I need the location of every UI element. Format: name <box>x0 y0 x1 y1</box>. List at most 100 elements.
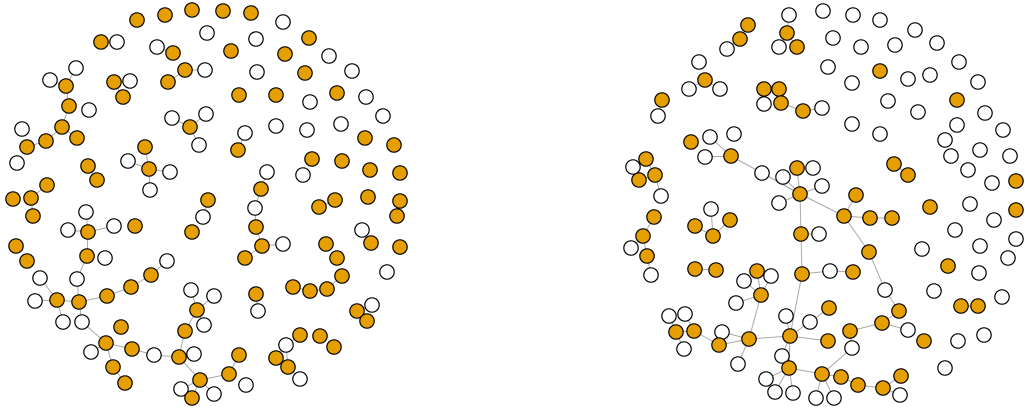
node <box>907 22 923 38</box>
node <box>970 74 986 90</box>
node <box>937 132 953 148</box>
node <box>635 228 651 244</box>
node <box>280 359 296 375</box>
node <box>327 192 343 208</box>
node <box>815 3 831 19</box>
node <box>771 195 787 211</box>
node <box>105 359 121 375</box>
node <box>914 241 930 257</box>
node <box>940 258 956 274</box>
node <box>822 263 838 279</box>
node <box>195 209 211 225</box>
node <box>69 130 85 146</box>
node <box>99 288 115 304</box>
node <box>358 89 374 105</box>
node <box>157 7 173 23</box>
node <box>363 235 379 251</box>
node <box>953 298 969 314</box>
node <box>950 333 966 349</box>
node <box>137 139 153 155</box>
node <box>845 264 861 280</box>
node <box>200 192 216 208</box>
node <box>910 104 926 120</box>
node <box>705 228 721 244</box>
node <box>106 218 122 234</box>
node <box>853 39 869 55</box>
node <box>301 30 317 46</box>
node <box>71 294 87 310</box>
node <box>127 218 143 234</box>
node <box>321 48 337 64</box>
node <box>872 12 888 28</box>
node <box>900 322 916 338</box>
node <box>891 303 907 319</box>
node <box>231 87 247 103</box>
node <box>712 81 728 97</box>
node <box>789 39 805 55</box>
node <box>98 335 114 351</box>
node <box>789 160 805 176</box>
node <box>638 151 654 167</box>
node <box>79 248 95 264</box>
node <box>159 253 175 269</box>
node <box>880 93 896 109</box>
node <box>329 250 345 266</box>
node <box>275 236 291 252</box>
node <box>277 46 293 62</box>
node <box>639 248 655 264</box>
node <box>19 253 35 269</box>
node <box>268 350 284 366</box>
node <box>141 161 157 177</box>
node <box>844 340 860 356</box>
node <box>814 178 830 194</box>
node <box>360 189 376 205</box>
node <box>25 208 41 224</box>
node <box>275 14 291 30</box>
node <box>68 60 84 76</box>
node <box>243 5 259 21</box>
node <box>81 102 97 118</box>
node <box>124 341 140 357</box>
node <box>625 159 641 175</box>
node <box>825 30 841 46</box>
node <box>248 219 264 235</box>
node <box>714 324 730 340</box>
node <box>192 372 208 388</box>
node <box>872 63 888 79</box>
node <box>196 317 212 333</box>
node <box>268 87 284 103</box>
node <box>811 226 827 242</box>
node <box>676 341 692 357</box>
node <box>793 226 809 242</box>
node <box>732 31 748 47</box>
node <box>354 222 370 238</box>
node <box>173 381 189 397</box>
node <box>80 158 96 174</box>
node <box>230 142 246 158</box>
node <box>877 282 893 298</box>
node <box>833 369 849 385</box>
node <box>58 78 74 94</box>
node <box>122 73 138 89</box>
node <box>78 204 94 220</box>
node <box>389 208 405 224</box>
node <box>929 35 945 51</box>
node <box>949 92 965 108</box>
node <box>730 356 746 372</box>
node <box>146 347 162 363</box>
node <box>312 328 328 344</box>
node <box>814 366 830 382</box>
node <box>661 308 677 324</box>
node <box>687 218 703 234</box>
node <box>97 250 113 266</box>
node <box>861 244 877 260</box>
node <box>892 387 908 403</box>
node <box>845 7 861 23</box>
node <box>295 167 311 183</box>
node <box>702 129 718 145</box>
node <box>916 333 932 349</box>
node <box>238 377 254 393</box>
node <box>311 199 327 215</box>
